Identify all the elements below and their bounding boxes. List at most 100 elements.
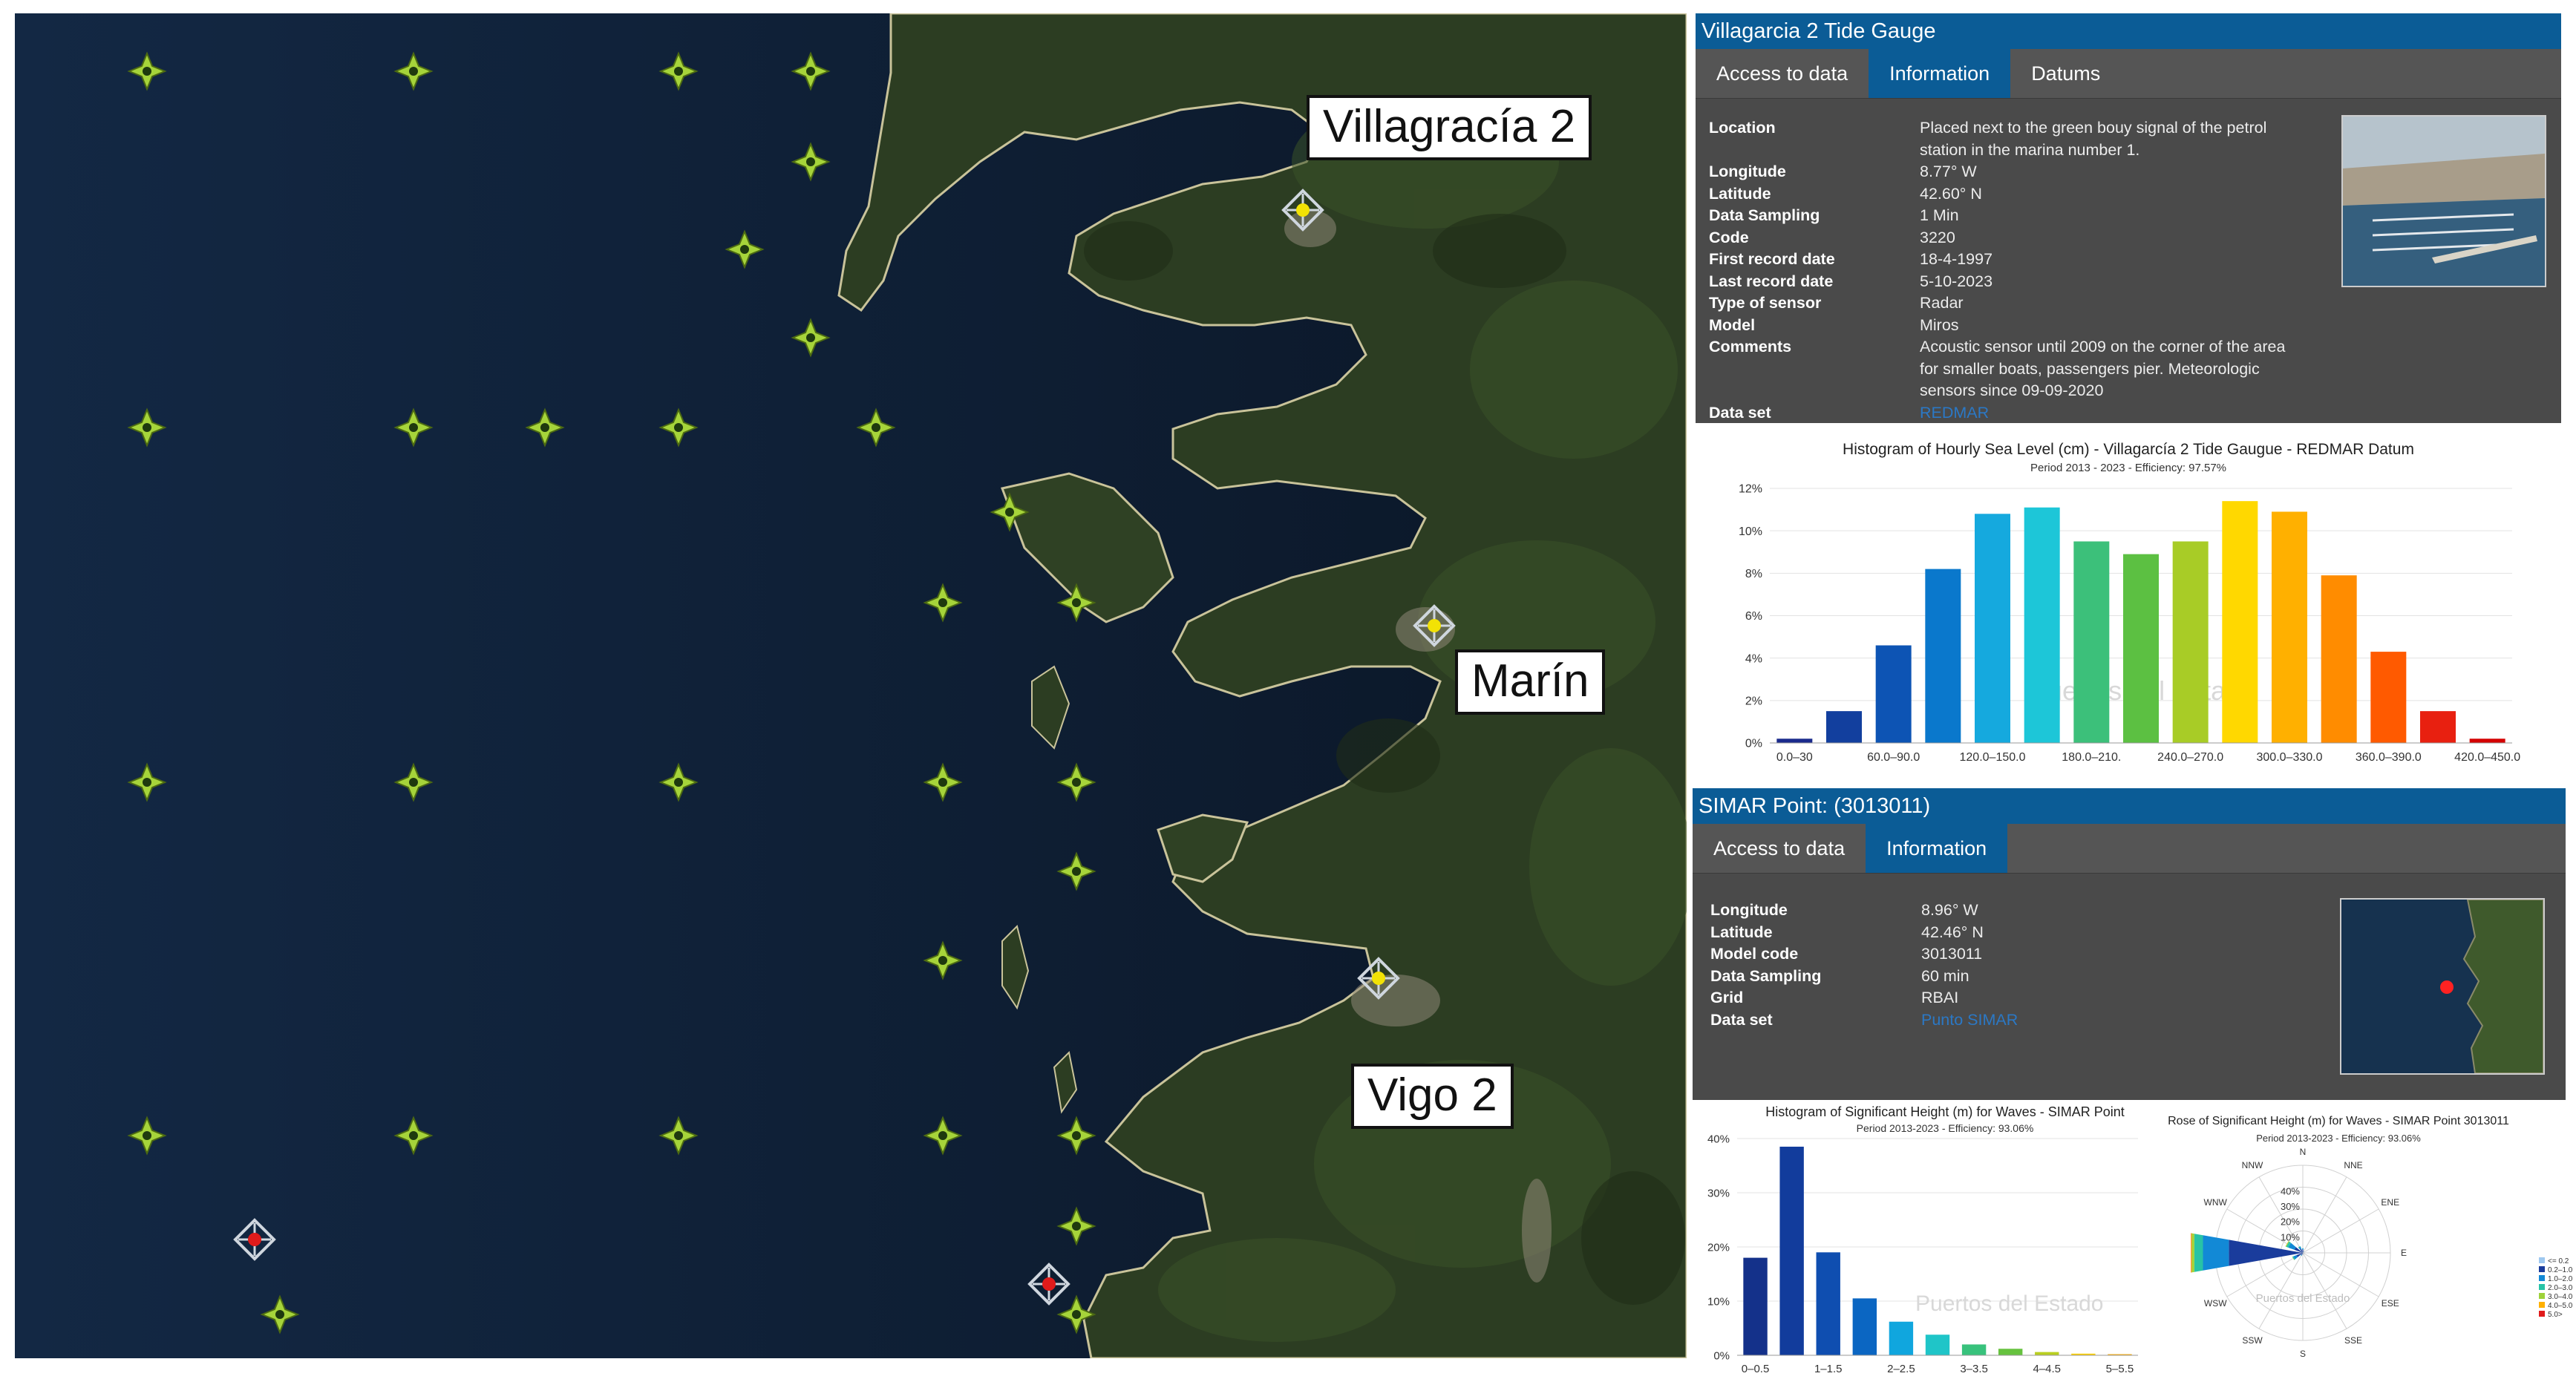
info-value: RBAI [1921,989,1959,1006]
info-key: Data Sampling [1710,966,1822,985]
x-tick-label: 1–1.5 [1814,1363,1843,1375]
info-row: Model Miros [1709,315,2306,337]
info-row: Last record date 5-10-2023 [1709,271,2306,293]
legend-label: 5.0> [2548,1311,2563,1319]
island [1001,925,1030,1010]
bar [1925,1334,1950,1355]
direction-label: WSW [2204,1298,2227,1309]
bar [1826,711,1862,743]
info-row: Longitude 8.96° W [1710,900,2307,922]
info-value: Miros [1920,315,1959,334]
x-tick-label: 300.0–330.0 [2257,751,2323,764]
rose-wedge [2301,1253,2303,1255]
dataset-link[interactable]: REDMAR [1920,403,1990,422]
station-photo [2341,115,2546,287]
tab-bar: Access to data Information Datums [1696,49,2561,99]
rose-spoke [2258,1176,2304,1254]
rose-wedge [2292,1257,2295,1260]
simar-point-icon [393,407,434,448]
simar-point-icon [923,762,963,802]
bar [1889,1321,1914,1355]
rose-spoke [2226,1252,2304,1297]
simar-point-icon [923,583,963,623]
direction-label: ENE [2381,1197,2399,1208]
info-row: Data set Punto SIMAR [1710,1009,2307,1032]
location-dot [2440,980,2454,994]
simar-point-icon [127,762,167,802]
chart-subtitle: Period 2013-2023 - Efficiency: 93.06% [1856,1122,2034,1134]
rose-spoke [2302,1208,2379,1254]
bar [2370,652,2407,743]
legend-swatch [2539,1293,2545,1299]
legend-swatch [2539,1311,2545,1317]
map-view[interactable]: Villagracía 2 Marín Vigo 2 [15,13,1687,1358]
legend-label: 2.0–3.0 [2548,1284,2573,1292]
location-map-thumbnail [2340,898,2545,1075]
y-tick-label: 0% [1745,738,1762,750]
peninsula-land-2 [1157,813,1249,883]
simar-point-icon [791,142,831,182]
y-tick-label: 10% [1707,1295,1730,1308]
rose-wedge [2298,1246,2301,1250]
island [1053,1050,1078,1114]
y-tick-label: 40% [1707,1133,1730,1145]
info-value[interactable]: Punto SIMAR [1921,1009,2307,1032]
tab-access-to-data[interactable]: Access to data [1713,837,1846,859]
info-value: Placed next to the green bouy signal of … [1920,119,2267,159]
x-tick-label: 5–5.5 [2106,1363,2134,1375]
info-key: Grid [1710,989,1744,1006]
info-key: Data set [1710,1010,1773,1029]
direction-label: NNE [2344,1160,2362,1170]
x-tick-label: 60.0–90.0 [1867,751,1920,764]
dataset-link[interactable]: Punto SIMAR [1921,1010,2018,1029]
info-value[interactable]: REDMAR [1920,402,2306,425]
buoy-icon [233,1218,276,1261]
bar [1743,1257,1768,1355]
info-value: 60 min [1921,966,1969,985]
rose-wedge [2191,1233,2192,1273]
x-tick-label: 3–3.5 [1960,1363,1988,1375]
bar [2272,511,2307,743]
ring-label: 10% [2281,1231,2300,1242]
simar-point-icon [127,407,167,448]
tab-information[interactable]: Information [1869,49,2011,98]
rose-spoke [2302,1252,2347,1329]
bar [1779,1146,1804,1355]
ring-label: 30% [2281,1201,2300,1212]
legend-label: 4.0–5.0 [2548,1302,2573,1310]
info-key: Model code [1710,945,1799,963]
simar-point-icon [658,1116,699,1156]
rose-wedge [2285,1241,2289,1247]
rose-wedge [2303,1251,2304,1253]
simar-point-icon [658,407,699,448]
legend-swatch [2539,1284,2545,1290]
bar [2222,501,2258,743]
info-row: Comments Acoustic sensor until 2009 on th… [1709,336,2306,402]
x-tick-label: 0.0–30 [1776,751,1813,764]
tab-information[interactable]: Information [1866,824,2008,873]
rose-wedge [2286,1241,2291,1248]
info-key: Latitude [1709,184,1771,203]
legend-label: <= 0.2 [2548,1257,2569,1265]
label-villagarcia: Villagracía 2 [1307,95,1592,160]
tab-bar: Access to data Information [1693,824,2566,874]
tide-gauge-icon [1281,189,1324,232]
ring-label: 40% [2281,1185,2300,1196]
info-key: Data set [1709,403,1771,422]
bar [2420,711,2456,743]
rose-wedge [2229,1239,2303,1266]
tide-gauge-panel: Villagarcia 2 Tide Gauge Access to data … [1696,13,2561,423]
chart-title: Histogram of Hourly Sea Level (cm) - Vil… [1843,441,2414,458]
y-tick-label: 4% [1745,652,1762,665]
simar-point-icon [1056,851,1096,891]
island [1031,665,1070,750]
bar [1961,1344,1987,1355]
panel-title: Villagarcia 2 Tide Gauge [1696,13,2561,49]
info-row: Data set REDMAR [1709,402,2306,425]
rose-wedge [2302,1249,2304,1253]
peninsula-land [1000,472,1174,623]
bar [2024,507,2060,743]
simar-point-icon [393,1116,434,1156]
tab-access-to-data[interactable]: Access to data [1716,62,1848,85]
tab-datums[interactable]: Datums [2031,62,2101,85]
